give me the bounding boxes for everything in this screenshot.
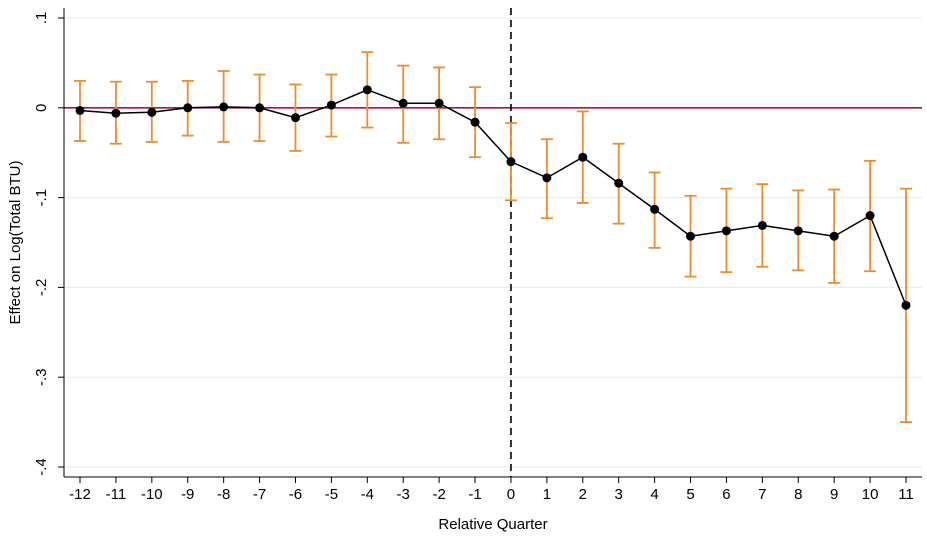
x-tick-label: -9: [181, 486, 194, 503]
estimate-series: [75, 85, 911, 310]
estimate-point: [650, 204, 660, 214]
x-tick-label: 11: [898, 486, 914, 503]
y-axis-title: Effect on Log(Total BTU): [7, 161, 24, 325]
estimate-point: [434, 98, 444, 108]
estimate-point: [326, 100, 336, 110]
x-tick-label: -1: [468, 486, 481, 503]
x-tick-label: -7: [253, 486, 266, 503]
estimate-point: [219, 102, 229, 112]
x-tick-label: -5: [325, 486, 338, 503]
estimate-point: [147, 107, 157, 117]
x-tick-label: -8: [217, 486, 230, 503]
estimate-point: [793, 226, 803, 236]
axes: .10-.1-.2-.3-.4-12 -11 -10 -9 -8 -7 -6 -5 -4 -3 -2…: [33, 8, 922, 503]
estimate-point: [542, 173, 552, 183]
estimate-point: [75, 105, 85, 115]
estimate-point: [614, 178, 624, 188]
axis-titles: Relative Quarter Effect on Log(Total BTU…: [7, 161, 548, 533]
x-tick-label: 2: [579, 486, 587, 503]
estimate-point: [362, 85, 372, 95]
y-tick-label: -.2: [33, 279, 50, 297]
estimate-point: [757, 220, 767, 230]
x-tick-label: 5: [686, 486, 694, 503]
x-tick-label: -11: [106, 486, 127, 503]
estimate-point: [183, 103, 193, 113]
y-tick-label: -.1: [33, 189, 50, 207]
x-tick-label: -6: [289, 486, 302, 503]
y-tick-label: -.4: [33, 458, 50, 476]
estimate-line: [79, 89, 907, 306]
estimate-point: [721, 226, 731, 236]
estimate-point: [398, 98, 408, 108]
x-tick-label: 6: [722, 486, 730, 503]
x-tick-label: 10: [862, 486, 879, 503]
x-tick-label: -10: [141, 486, 163, 503]
grid-lines: [64, 17, 922, 468]
estimate-point: [506, 157, 516, 167]
estimate-point: [255, 103, 265, 113]
x-tick-label: -3: [397, 486, 410, 503]
y-tick-label: -.3: [33, 368, 50, 386]
x-tick-label: 1: [543, 486, 551, 503]
y-tick-label: 0: [33, 104, 50, 112]
x-tick-label: 7: [758, 486, 766, 503]
estimate-point: [111, 108, 121, 118]
estimate-point: [686, 231, 696, 241]
x-axis-title: Relative Quarter: [438, 516, 547, 533]
estimate-point: [901, 300, 911, 310]
x-tick-label: 8: [794, 486, 802, 503]
estimate-point: [470, 117, 480, 127]
x-tick-label: 3: [615, 486, 623, 503]
x-tick-label: -12: [69, 486, 91, 503]
x-tick-label: 4: [650, 486, 658, 503]
reference-lines: [64, 8, 922, 477]
estimate-point: [578, 152, 588, 162]
x-tick-label: 9: [830, 486, 838, 503]
estimate-point: [865, 211, 875, 221]
x-tick-label: 0: [507, 486, 515, 503]
x-tick-label: -2: [432, 486, 445, 503]
estimate-point: [829, 231, 839, 241]
x-tick-label: -4: [361, 486, 374, 503]
estimate-point: [290, 113, 300, 123]
y-tick-label: .1: [33, 12, 50, 25]
